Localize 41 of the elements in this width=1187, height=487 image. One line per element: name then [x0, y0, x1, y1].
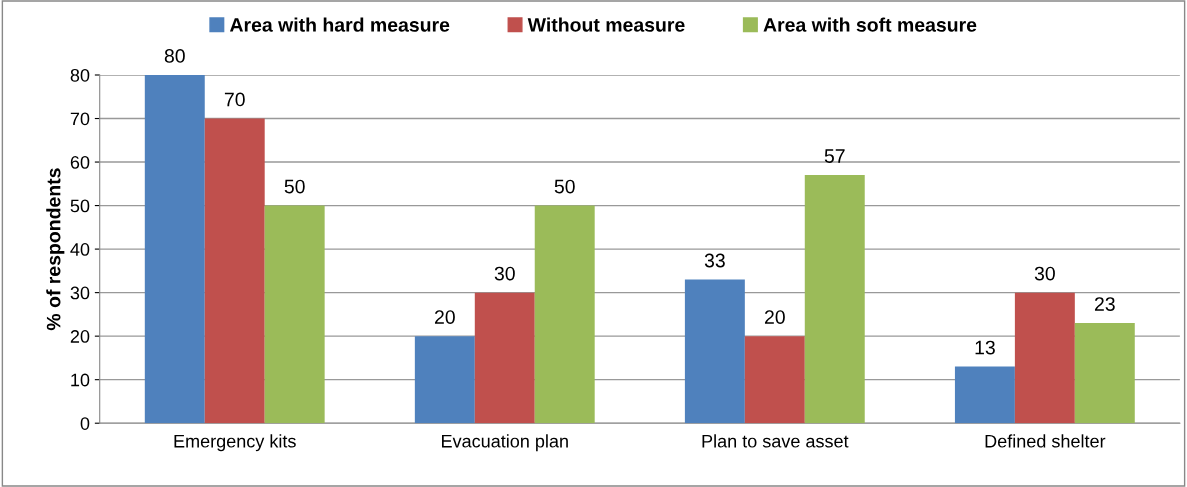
y-tick-label: 50	[70, 199, 90, 213]
bar	[414, 336, 475, 424]
x-tick-label: Plan to save asset	[702, 434, 849, 448]
bar	[804, 175, 865, 424]
y-tick-label: 60	[70, 155, 90, 169]
y-tick-label: 40	[70, 243, 90, 256]
bar	[144, 75, 205, 424]
data-label: 50	[284, 179, 305, 194]
bar	[1074, 323, 1135, 424]
y-axis-title: % of respondents	[46, 168, 65, 331]
bar	[684, 279, 745, 424]
x-tick-label: Emergency kits	[174, 434, 296, 452]
y-tick-label: 0	[80, 417, 90, 430]
legend-label: Area with hard measure	[229, 17, 450, 32]
legend-label: Without measure	[527, 17, 685, 32]
y-tick-label: 70	[70, 112, 90, 126]
data-label: 20	[764, 310, 785, 324]
data-label: 23	[1094, 297, 1115, 311]
data-label: 70	[224, 92, 245, 107]
bar	[744, 336, 805, 424]
data-label: 33	[704, 253, 725, 268]
data-label: 30	[1034, 266, 1055, 281]
y-tick-label: 80	[70, 68, 90, 82]
y-tick-label: 30	[70, 286, 90, 300]
y-tick-label: 20	[70, 330, 90, 343]
bar	[1014, 292, 1075, 424]
bar	[954, 366, 1015, 424]
y-tick-label: 10	[71, 373, 90, 387]
bar	[474, 292, 535, 424]
bar	[204, 118, 265, 424]
legend-label: Area with soft measure	[763, 17, 977, 32]
data-label: 50	[554, 179, 575, 194]
bar	[264, 205, 325, 424]
data-label: 20	[434, 310, 455, 324]
data-label: 57	[824, 149, 845, 163]
data-label: 13	[975, 340, 995, 355]
x-tick-label: Evacuation plan	[442, 434, 568, 452]
bar	[534, 205, 595, 424]
data-label: 80	[164, 49, 185, 63]
data-label: 30	[494, 266, 515, 281]
x-tick-label: Defined shelter	[985, 434, 1106, 448]
